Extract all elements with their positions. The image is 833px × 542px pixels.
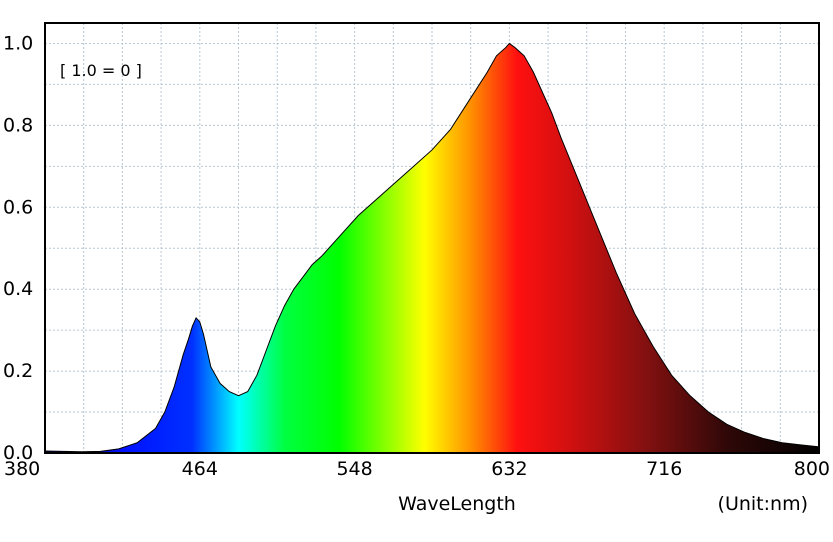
y-tick-label: 0.2 [3,360,33,382]
x-tick-label: 464 [182,458,218,480]
x-axis-label: WaveLength [398,493,516,515]
y-tick-label: 0.8 [3,114,33,136]
y-tick-labels: 0.0 0.2 0.4 0.6 0.8 1.0 [3,32,33,464]
plot-frame [44,22,820,454]
unit-label: (Unit:nm) [718,493,808,515]
y-tick-label: 0.4 [3,278,33,300]
x-tick-label: 632 [491,458,527,480]
x-tick-label: 548 [336,458,372,480]
x-tick-label: 800 [794,458,830,480]
spectrum-area [44,42,820,454]
y-tick-label: 1.0 [3,32,33,54]
x-tick-label: 380 [4,458,40,480]
plot-border [44,22,820,454]
scale-annotation: [ 1.0 = 0 ] [60,61,142,80]
x-tick-label: 716 [646,458,682,480]
y-tick-label: 0.0 [3,442,33,464]
x-tick-labels: 380 464 548 632 716 800 [4,458,830,480]
y-tick-label: 0.6 [3,196,33,218]
grid-lines [45,23,819,453]
